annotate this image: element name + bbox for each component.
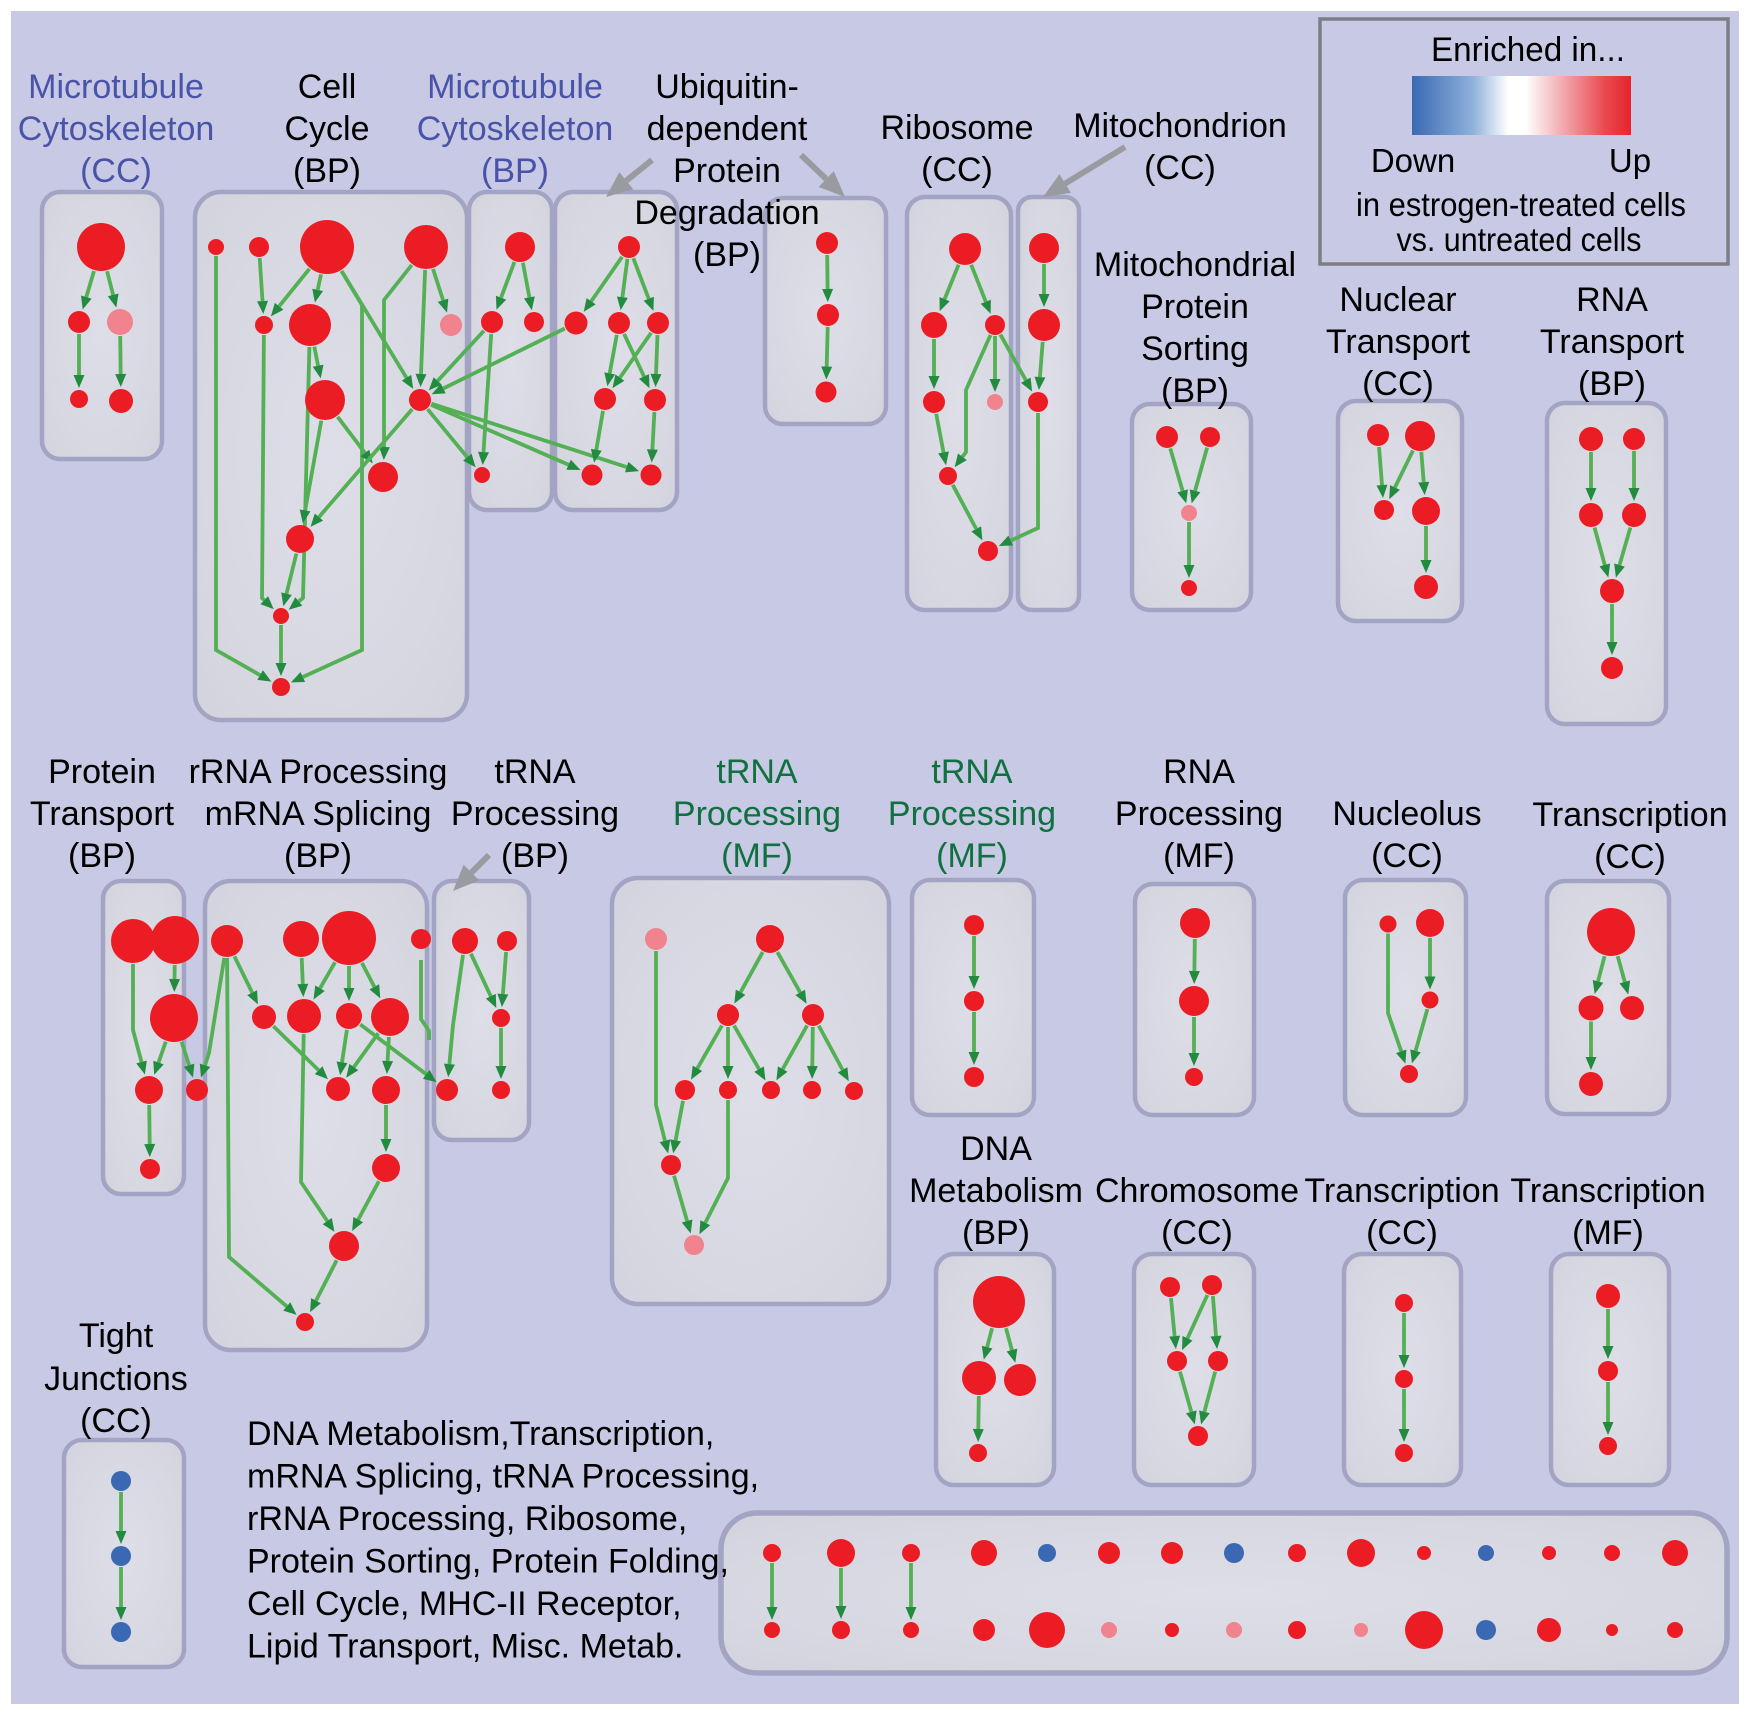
svg-text:(MF): (MF) bbox=[936, 837, 1008, 875]
svg-text:Transcription: Transcription bbox=[1510, 1172, 1705, 1210]
svg-text:Metabolism: Metabolism bbox=[909, 1172, 1083, 1210]
svg-text:(BP): (BP) bbox=[293, 152, 361, 190]
svg-text:Mitochondrial: Mitochondrial bbox=[1094, 246, 1296, 284]
svg-text:Nucleolus: Nucleolus bbox=[1332, 795, 1481, 833]
svg-text:mRNA Splicing, tRNA Processing: mRNA Splicing, tRNA Processing, bbox=[247, 1458, 759, 1496]
svg-text:DNA: DNA bbox=[960, 1130, 1032, 1168]
svg-text:Protein: Protein bbox=[1141, 288, 1249, 326]
svg-text:Cell Cycle, MHC-II Receptor,: Cell Cycle, MHC-II Receptor, bbox=[247, 1585, 682, 1623]
svg-text:Cell: Cell bbox=[298, 68, 357, 106]
svg-text:Nuclear: Nuclear bbox=[1339, 281, 1456, 319]
svg-text:Transport: Transport bbox=[30, 795, 175, 833]
svg-text:(CC): (CC) bbox=[1366, 1214, 1438, 1252]
svg-text:Processing: Processing bbox=[673, 795, 841, 833]
svg-text:tRNA: tRNA bbox=[931, 753, 1013, 791]
svg-text:(MF): (MF) bbox=[1572, 1214, 1644, 1252]
svg-text:Degradation: Degradation bbox=[634, 194, 819, 232]
svg-text:Cytoskeleton: Cytoskeleton bbox=[417, 110, 614, 148]
svg-text:RNA: RNA bbox=[1576, 281, 1648, 319]
svg-text:(CC): (CC) bbox=[80, 152, 152, 190]
svg-text:Processing: Processing bbox=[888, 795, 1056, 833]
svg-text:(MF): (MF) bbox=[1163, 837, 1235, 875]
svg-text:Protein: Protein bbox=[673, 152, 781, 190]
svg-text:mRNA Splicing: mRNA Splicing bbox=[205, 795, 432, 833]
svg-text:Cytoskeleton: Cytoskeleton bbox=[18, 110, 215, 148]
svg-text:Enriched in...: Enriched in... bbox=[1431, 31, 1625, 69]
svg-text:(CC): (CC) bbox=[1362, 365, 1434, 403]
svg-text:Down: Down bbox=[1371, 142, 1455, 179]
svg-text:(CC): (CC) bbox=[921, 151, 993, 189]
svg-text:vs. untreated cells: vs. untreated cells bbox=[1397, 221, 1642, 258]
svg-text:Microtubule: Microtubule bbox=[427, 68, 603, 106]
svg-text:(BP): (BP) bbox=[284, 837, 352, 875]
svg-text:Protein: Protein bbox=[48, 753, 156, 791]
svg-text:Transport: Transport bbox=[1540, 323, 1685, 361]
svg-text:rRNA Processing, Ribosome,: rRNA Processing, Ribosome, bbox=[247, 1500, 687, 1538]
svg-text:Mitochondrion: Mitochondrion bbox=[1073, 107, 1287, 145]
svg-text:(CC): (CC) bbox=[1144, 149, 1216, 187]
svg-text:Transcription: Transcription bbox=[1532, 796, 1727, 834]
svg-text:tRNA: tRNA bbox=[716, 753, 798, 791]
svg-text:(BP): (BP) bbox=[481, 152, 549, 190]
svg-text:(CC): (CC) bbox=[80, 1402, 152, 1440]
svg-text:(CC): (CC) bbox=[1371, 837, 1443, 875]
svg-text:Processing: Processing bbox=[1115, 795, 1283, 833]
svg-text:(BP): (BP) bbox=[1578, 365, 1646, 403]
svg-text:tRNA: tRNA bbox=[494, 753, 576, 791]
svg-text:(BP): (BP) bbox=[501, 837, 569, 875]
svg-text:rRNA Processing: rRNA Processing bbox=[189, 753, 448, 791]
svg-text:Processing: Processing bbox=[451, 795, 619, 833]
svg-text:in estrogen-treated cells: in estrogen-treated cells bbox=[1356, 186, 1686, 223]
svg-text:Chromosome: Chromosome bbox=[1095, 1172, 1299, 1210]
svg-text:Lipid Transport, Misc. Metab.: Lipid Transport, Misc. Metab. bbox=[247, 1628, 684, 1666]
svg-text:Protein Sorting, Protein Foldi: Protein Sorting, Protein Folding, bbox=[247, 1543, 729, 1581]
svg-text:(MF): (MF) bbox=[721, 837, 793, 875]
svg-text:Microtubule: Microtubule bbox=[28, 68, 204, 106]
svg-text:(BP): (BP) bbox=[1161, 372, 1229, 410]
svg-text:RNA: RNA bbox=[1163, 753, 1235, 791]
svg-text:Transcription: Transcription bbox=[1304, 1172, 1499, 1210]
svg-text:Up: Up bbox=[1609, 142, 1651, 179]
svg-text:(CC): (CC) bbox=[1161, 1214, 1233, 1252]
svg-text:(CC): (CC) bbox=[1594, 838, 1666, 876]
svg-text:(BP): (BP) bbox=[68, 837, 136, 875]
svg-text:Transport: Transport bbox=[1326, 323, 1471, 361]
svg-text:dependent: dependent bbox=[647, 110, 808, 148]
svg-text:DNA Metabolism,Transcription,: DNA Metabolism,Transcription, bbox=[247, 1415, 714, 1453]
svg-text:Cycle: Cycle bbox=[284, 110, 369, 148]
svg-text:Ribosome: Ribosome bbox=[880, 109, 1033, 147]
svg-text:Ubiquitin-: Ubiquitin- bbox=[655, 68, 799, 106]
svg-text:(BP): (BP) bbox=[962, 1214, 1030, 1252]
svg-text:Tight: Tight bbox=[79, 1317, 154, 1355]
svg-text:(BP): (BP) bbox=[693, 236, 761, 274]
svg-text:Sorting: Sorting bbox=[1141, 330, 1249, 368]
svg-text:Junctions: Junctions bbox=[44, 1360, 188, 1398]
